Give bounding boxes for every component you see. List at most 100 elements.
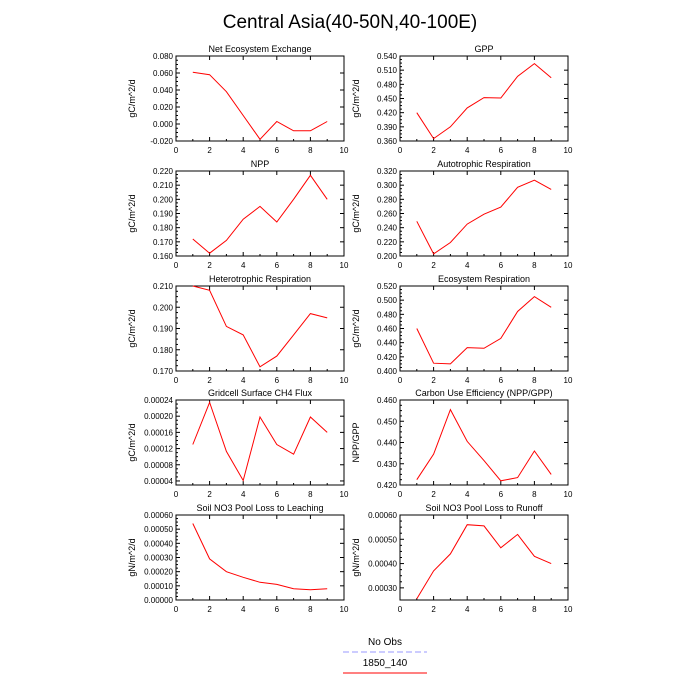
series-line-soil-no3-pool-loss-to-runoff — [416, 524, 552, 600]
x-tick-label: 0 — [398, 146, 403, 155]
x-tick-label: 8 — [308, 376, 313, 385]
x-tick-label: 8 — [532, 146, 537, 155]
y-tick-label: 0.480 — [377, 80, 398, 89]
y-tick-label: 0.520 — [377, 282, 398, 291]
x-tick-label: 10 — [340, 146, 349, 155]
panel-npp: NPP gC/m^2/d 0 2 4 6 8 10 0.160 0.170 0.180 0.190 0.… — [127, 159, 349, 270]
series-line-carbon-use-efficiency-npp-gpp — [416, 408, 552, 482]
y-tick-label: 0.00008 — [144, 461, 173, 470]
y-tick-label: 0.060 — [153, 69, 174, 78]
y-tick-label: 0.440 — [377, 339, 398, 348]
panel-gridcell-surface-ch4-flux: Gridcell Surface CH4 Flux gC/m^2/d 0 2 4 6 8 10… — [127, 388, 349, 499]
x-tick-label: 10 — [340, 261, 349, 270]
panel-soil-no3-pool-loss-to-leaching: Soil NO3 Pool Loss to Leaching gN/m^2/d 0 2… — [127, 503, 349, 614]
x-tick-label: 4 — [465, 605, 470, 614]
x-tick-label: 2 — [207, 490, 212, 499]
y-tick-label: 0.460 — [377, 396, 398, 405]
panel-carbon-use-efficiency-npp-gpp: Carbon Use Efficiency (NPP/GPP) NPP/GPP 0 2… — [351, 388, 573, 499]
series-line-ecosystem-respiration — [416, 295, 552, 365]
y-tick-label: 0.00040 — [368, 560, 397, 569]
y-tick-label: -0.020 — [150, 137, 173, 146]
x-tick-label: 0 — [398, 376, 403, 385]
x-tick-label: 6 — [275, 490, 280, 499]
y-tick-label: 0.00030 — [144, 554, 173, 563]
y-axis-label: NPP/GPP — [351, 422, 361, 462]
y-axis-label: gC/m^2/d — [127, 79, 137, 117]
panel-grid: Net Ecosystem Exchange gC/m^2/d 0 2 4 6 8 10 -0.… — [127, 44, 573, 614]
x-tick-label: 10 — [564, 605, 573, 614]
y-axis-label: gN/m^2/d — [127, 538, 137, 576]
x-tick-label: 0 — [398, 490, 403, 499]
y-tick-label: 0.540 — [377, 52, 398, 61]
y-tick-label: 0.020 — [153, 103, 174, 112]
y-tick-label: 0.170 — [153, 238, 174, 247]
y-tick-label: 0.170 — [153, 367, 174, 376]
y-tick-label: 0.460 — [377, 325, 398, 334]
series-line-heterotrophic-respiration — [192, 285, 328, 368]
y-axis-label: gC/m^2/d — [351, 79, 361, 117]
y-tick-label: 0.180 — [153, 346, 174, 355]
x-tick-label: 8 — [308, 605, 313, 614]
y-tick-label: 0.080 — [153, 52, 174, 61]
y-tick-label: 0.480 — [377, 310, 398, 319]
y-tick-label: 0.420 — [377, 109, 398, 118]
x-tick-label: 0 — [174, 146, 179, 155]
x-tick-label: 0 — [174, 490, 179, 499]
y-tick-label: 0.280 — [377, 195, 398, 204]
x-tick-label: 4 — [241, 490, 246, 499]
x-tick-label: 6 — [275, 146, 280, 155]
y-tick-label: 0.180 — [153, 224, 174, 233]
x-tick-label: 2 — [207, 376, 212, 385]
y-tick-label: 0.00016 — [144, 428, 173, 437]
panel-heterotrophic-respiration: Heterotrophic Respiration gC/m^2/d 0 2 4 6 8 10… — [127, 274, 349, 385]
plot-frame — [175, 399, 345, 486]
plot-frame — [399, 170, 569, 257]
legend: No Obs 1850_140 — [343, 637, 427, 674]
y-tick-label: 0.00050 — [144, 525, 173, 534]
panel-gpp: GPP gC/m^2/d 0 2 4 6 8 10 0.360 0.390 0.420 0.450 0.… — [351, 44, 573, 155]
y-tick-label: 0.00020 — [144, 568, 173, 577]
x-tick-label: 10 — [340, 605, 349, 614]
y-tick-label: 0.00004 — [144, 477, 173, 486]
x-tick-label: 8 — [532, 605, 537, 614]
x-tick-label: 10 — [564, 490, 573, 499]
plot-frame — [399, 514, 569, 601]
plot-frame — [175, 514, 345, 601]
x-tick-label: 2 — [431, 261, 436, 270]
x-tick-label: 6 — [275, 376, 280, 385]
panel-net-ecosystem-exchange: Net Ecosystem Exchange gC/m^2/d 0 2 4 6 8 10 -0.… — [127, 44, 349, 155]
panel-title: GPP — [474, 44, 493, 54]
y-axis-label: gC/m^2/d — [127, 423, 137, 461]
y-tick-label: 0.190 — [153, 325, 174, 334]
x-tick-label: 8 — [308, 261, 313, 270]
y-tick-label: 0.00000 — [144, 596, 173, 605]
figure-title: Central Asia(40-50N,40-100E) — [223, 12, 478, 33]
series-line-gpp — [416, 62, 552, 140]
y-tick-label: 0.210 — [153, 181, 174, 190]
y-axis-label: gC/m^2/d — [351, 309, 361, 347]
plot-frame — [399, 285, 569, 372]
y-tick-label: 0.400 — [377, 367, 398, 376]
x-tick-label: 0 — [398, 605, 403, 614]
x-tick-label: 4 — [465, 146, 470, 155]
x-tick-label: 2 — [207, 261, 212, 270]
y-tick-label: 0.210 — [153, 282, 174, 291]
series-line-npp — [192, 174, 328, 254]
y-tick-label: 0.00012 — [144, 445, 173, 454]
panel-title: Soil NO3 Pool Loss to Leaching — [196, 503, 323, 513]
panel-soil-no3-pool-loss-to-runoff: Soil NO3 Pool Loss to Runoff gN/m^2/d 0 2 4 6… — [351, 503, 573, 614]
x-tick-label: 4 — [465, 261, 470, 270]
x-tick-label: 8 — [532, 376, 537, 385]
x-tick-label: 6 — [275, 605, 280, 614]
y-tick-label: 0.390 — [377, 123, 398, 132]
y-tick-label: 0.00020 — [144, 412, 173, 421]
y-tick-label: 0.260 — [377, 210, 398, 219]
x-tick-label: 10 — [564, 146, 573, 155]
legend-label-no-obs: No Obs — [368, 637, 402, 648]
x-tick-label: 6 — [499, 490, 504, 499]
x-tick-label: 10 — [340, 490, 349, 499]
series-line-gridcell-surface-ch4-flux — [192, 400, 328, 482]
series-line-soil-no3-pool-loss-to-leaching — [192, 523, 328, 591]
x-tick-label: 0 — [174, 376, 179, 385]
y-tick-label: 0.200 — [377, 252, 398, 261]
